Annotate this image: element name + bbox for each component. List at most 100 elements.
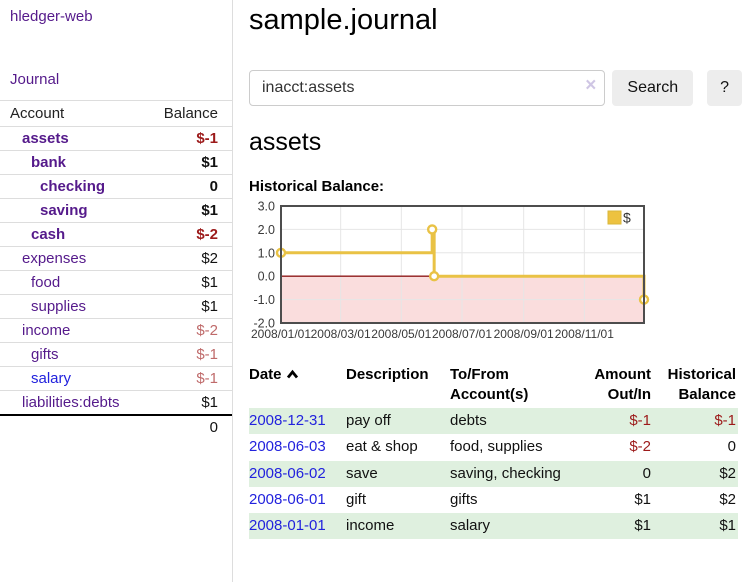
chart-legend-swatch — [607, 210, 622, 225]
transaction-date-link[interactable]: 2008-06-01 — [249, 490, 326, 508]
transaction-description-cell: income — [346, 513, 450, 540]
transaction-amount-cell: $-1 — [583, 408, 653, 435]
chart-y-tick-label: 1.0 — [258, 246, 275, 260]
transaction-date-cell: 2008-06-01 — [249, 487, 346, 513]
chart-x-tick-label: 2008/11/01 — [555, 327, 614, 341]
transaction-date-cell: 2008-06-02 — [249, 460, 346, 487]
account-balance: $1 — [140, 198, 232, 223]
account-link-gifts[interactable]: gifts — [31, 346, 59, 363]
account-row: checking 0 — [0, 174, 232, 199]
account-row: expenses $2 — [0, 246, 232, 271]
transaction-balance-cell: $2 — [719, 490, 736, 508]
account-link-cash[interactable]: cash — [31, 226, 66, 243]
accounts-header-balance: Balance — [140, 100, 232, 127]
transaction-date-link[interactable]: 2008-06-03 — [249, 438, 326, 456]
account-link-assets[interactable]: assets — [22, 130, 69, 147]
search-bar: × Search ? — [249, 70, 742, 106]
account-balance: $-1 — [140, 126, 232, 151]
transaction-amount-cell: $1 — [583, 513, 653, 540]
accounts-total-value: 0 — [140, 414, 232, 439]
account-row: assets $-1 — [0, 126, 232, 151]
transaction-description-cell: gift — [346, 490, 367, 508]
clear-search-icon[interactable]: × — [585, 75, 597, 96]
chart-y-tick-label: 3.0 — [258, 200, 275, 214]
chart-x-tick-label: 2008/09/01 — [494, 327, 554, 341]
account-balance: $-2 — [140, 318, 232, 343]
account-link-food[interactable]: food — [31, 274, 61, 291]
chart-y-tick-label: -2.0 — [253, 317, 275, 331]
app-brand-link[interactable]: hledger-web — [10, 8, 93, 25]
account-link-bank[interactable]: bank — [31, 154, 67, 171]
transaction-balance-cell: $-1 — [653, 408, 738, 435]
account-balance: $1 — [140, 270, 232, 295]
chart-x-tick-label: 2008/03/01 — [311, 327, 371, 341]
account-link-saving[interactable]: saving — [40, 202, 88, 219]
transaction-date-link[interactable]: 2008-01-01 — [249, 517, 326, 534]
transaction-date-cell: 2008-01-01 — [249, 513, 346, 540]
account-row: gifts $-1 — [0, 342, 232, 367]
chart-x-tick-label: 2008/01/01 — [251, 327, 311, 341]
column-header-balance: Historical Balance — [667, 366, 736, 403]
transaction-balance-cell: $1 — [653, 513, 738, 540]
accounts-total-row: 0 — [0, 414, 232, 439]
help-button[interactable]: ? — [707, 70, 742, 106]
transaction-date-cell: 2008-12-31 — [249, 408, 346, 435]
search-button[interactable]: Search — [612, 70, 694, 106]
account-row: salary $-1 — [0, 366, 232, 391]
account-balance: $2 — [140, 246, 232, 271]
chart-title: Historical Balance: — [249, 178, 385, 195]
chart-y-tick-label: 0.0 — [258, 270, 275, 284]
sidebar-item-journal[interactable]: Journal — [10, 71, 60, 88]
transaction-row: 2008-12-31 pay off debts $-1 $-1 — [249, 408, 738, 435]
account-balance: $1 — [201, 394, 218, 411]
accounts-total-spacer — [0, 414, 141, 439]
column-header-amount: Amount Out/In — [594, 366, 651, 403]
account-balance: $1 — [140, 150, 232, 175]
account-link-income[interactable]: income — [22, 322, 71, 339]
chart-y-tick-label: -1.0 — [253, 293, 275, 307]
transaction-balance-cell: 0 — [727, 438, 736, 456]
accounts-header-row: Account Balance — [0, 100, 232, 127]
transaction-date-link[interactable]: 2008-06-02 — [249, 464, 326, 482]
column-header-description: Description — [346, 366, 429, 383]
column-header-date[interactable]: Date — [249, 363, 346, 408]
main-content: sample.journal × Search ? assets Histori… — [249, 0, 742, 540]
account-row: food $1 — [0, 270, 232, 295]
transaction-date-link[interactable]: 2008-12-31 — [249, 412, 326, 429]
account-row: income $-2 — [0, 318, 232, 343]
accounts-header-account: Account — [0, 100, 141, 127]
transaction-description-cell: save — [346, 460, 450, 487]
sort-ascending-icon — [286, 366, 299, 386]
transaction-row: 2008-06-01 gift gifts $1 $2 — [249, 487, 738, 513]
account-link-liabilities-debts[interactable]: liabilities:debts — [22, 394, 120, 411]
account-row: liabilities:debts $1 — [0, 391, 232, 416]
chart-y-tick-label: 2.0 — [258, 223, 275, 237]
account-link-expenses[interactable]: expenses — [22, 250, 87, 267]
column-header-date-label: Date — [249, 366, 282, 383]
transaction-row: 2008-01-01 income salary $1 $1 — [249, 513, 738, 540]
account-link-supplies[interactable]: supplies — [31, 298, 87, 315]
search-input-wrap: × — [249, 70, 606, 106]
accounts-table: Account Balance assets $-1 bank $1 checking 0… — [0, 100, 232, 439]
transaction-date-cell: 2008-06-03 — [249, 434, 346, 460]
chart-x-tick-label: 2008/07/01 — [432, 327, 492, 341]
account-link-salary[interactable]: salary — [31, 370, 72, 387]
search-input[interactable] — [249, 70, 606, 106]
transaction-description-cell: pay off — [346, 408, 450, 435]
account-balance: $-1 — [140, 366, 232, 391]
transaction-balance-cell: $2 — [653, 460, 738, 487]
transaction-amount-cell: 0 — [583, 460, 653, 487]
transaction-accounts-cell: gifts — [450, 490, 478, 508]
transactions-header-row: Date Description To/From Account(s) Amou… — [249, 363, 738, 408]
chart-x-tick-label: 2008/05/01 — [371, 327, 431, 341]
transaction-accounts-cell: food, supplies — [450, 438, 543, 456]
sidebar: hledger-web Journal Account Balance asse… — [0, 0, 233, 582]
account-heading: assets — [249, 128, 322, 156]
transaction-row: 2008-06-02 save saving, checking 0 $2 — [249, 460, 738, 487]
transaction-accounts-cell: salary — [450, 513, 583, 540]
account-link-checking[interactable]: checking — [40, 178, 106, 195]
column-header-accounts: To/From Account(s) — [450, 366, 529, 403]
account-row: cash $-2 — [0, 222, 232, 247]
transaction-amount-cell: $1 — [634, 490, 651, 508]
